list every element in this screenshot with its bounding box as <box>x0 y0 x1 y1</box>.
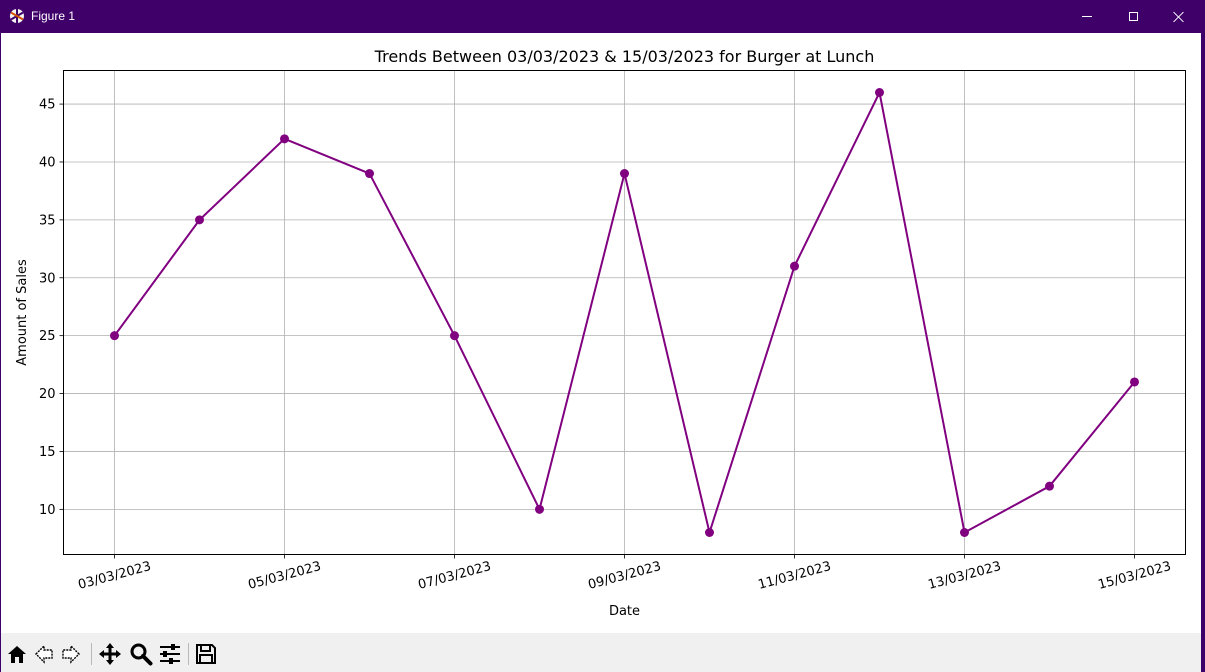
data-point <box>110 331 119 341</box>
maximize-button[interactable] <box>1110 0 1156 33</box>
y-tick-label: 20 <box>39 387 56 402</box>
maximize-icon <box>1128 12 1138 21</box>
data-point <box>790 261 799 271</box>
x-axis-label: Date <box>609 604 640 619</box>
x-tick-label: 15/03/2023 <box>1096 559 1172 593</box>
arrow-left-icon <box>35 644 53 664</box>
data-point <box>620 169 629 179</box>
data-point <box>705 528 714 537</box>
y-tick-label: 35 <box>39 213 56 228</box>
minimize-icon <box>1082 16 1092 17</box>
grid-lines <box>63 70 1186 555</box>
sliders-icon <box>160 644 180 664</box>
window-titlebar: Figure 1 <box>0 0 1205 33</box>
back-button[interactable] <box>31 641 57 667</box>
data-point <box>875 88 884 97</box>
forward-button[interactable] <box>58 641 84 667</box>
line-chart: 10 15 20 25 30 35 40 45 03/03/2023 05/03/2023 07/… <box>15 47 1186 619</box>
y-tick-label: 40 <box>39 155 56 170</box>
save-button[interactable] <box>193 641 219 667</box>
home-button[interactable] <box>4 641 30 667</box>
x-tick-label: 05/03/2023 <box>246 559 322 593</box>
search-icon <box>130 643 153 666</box>
x-tick-label: 09/03/2023 <box>586 559 662 593</box>
toolbar-separator <box>188 643 189 665</box>
data-point <box>1130 377 1139 387</box>
floppy-icon <box>196 644 216 664</box>
close-icon <box>1173 11 1185 23</box>
y-tick-label: 10 <box>39 503 56 518</box>
pan-button[interactable] <box>97 641 123 667</box>
arrow-right-icon <box>62 644 80 664</box>
y-tick-label: 15 <box>39 445 56 460</box>
data-point <box>450 331 459 341</box>
x-tick-label: 07/03/2023 <box>416 559 492 593</box>
minimize-button[interactable] <box>1064 0 1110 33</box>
y-tick-label: 45 <box>39 98 56 113</box>
x-tick-label: 03/03/2023 <box>76 559 152 593</box>
data-point <box>1045 481 1054 491</box>
home-icon <box>8 646 26 663</box>
x-tick-label: 11/03/2023 <box>756 559 832 593</box>
y-axis-label: Amount of Sales <box>15 259 30 366</box>
y-axis: 10 15 20 25 30 35 40 45 <box>39 98 64 518</box>
window-title: Figure 1 <box>31 9 76 23</box>
zoom-button[interactable] <box>128 641 154 667</box>
configure-subplots-button[interactable] <box>157 641 183 667</box>
y-tick-label: 30 <box>39 271 56 286</box>
data-point <box>365 169 374 179</box>
data-point <box>960 528 969 537</box>
data-point <box>195 215 204 225</box>
data-point <box>280 134 289 144</box>
app-icon <box>10 9 24 23</box>
figure-canvas[interactable]: 10 15 20 25 30 35 40 45 03/03/2023 05/03/2023 07/… <box>1 33 1201 633</box>
series-points <box>110 88 1139 537</box>
toolbar-separator <box>91 643 92 665</box>
navigation-toolbar <box>1 633 1201 672</box>
data-point <box>535 504 544 514</box>
x-axis: 03/03/2023 05/03/2023 07/03/2023 09/03/2023… <box>76 554 1173 593</box>
move-icon <box>99 643 121 665</box>
x-tick-label: 13/03/2023 <box>926 559 1002 593</box>
y-tick-label: 25 <box>39 329 56 344</box>
chart-title: Trends Between 03/03/2023 & 15/03/2023 f… <box>374 47 875 66</box>
close-button[interactable] <box>1156 0 1202 33</box>
